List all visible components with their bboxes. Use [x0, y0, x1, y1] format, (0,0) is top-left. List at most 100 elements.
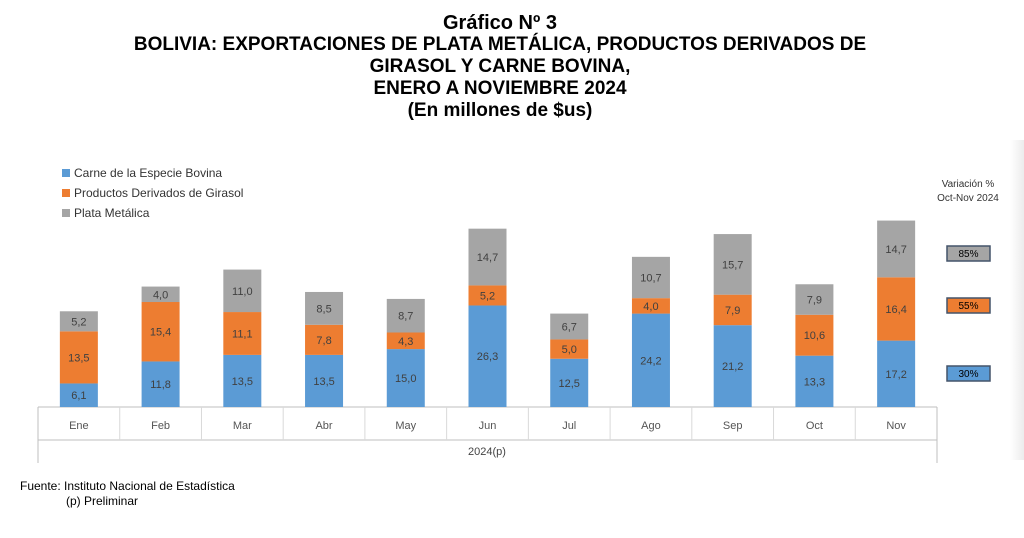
preliminary-note: (p) Preliminar	[66, 494, 139, 508]
variation-box	[946, 297, 991, 314]
variation-panel: Variación % Oct-Nov 2024 85% 55% 30%	[937, 179, 999, 382]
bar-segment	[386, 332, 425, 350]
bar-segment	[59, 383, 98, 407]
chart-title-block: Gráfico Nº 3 BOLIVIA: EXPORTACIONES DE P…	[0, 12, 1000, 122]
bar-segment	[59, 331, 98, 384]
data-label: 13,5	[232, 376, 253, 388]
bar-segment	[141, 286, 180, 303]
x-axis-title: 2024(p)	[468, 446, 506, 458]
variation-box	[946, 245, 991, 262]
variation-value: 30%	[958, 369, 978, 380]
legend-label: Productos Derivados de Girasol	[74, 186, 244, 200]
bar-segment	[713, 234, 752, 295]
bar-segment	[713, 325, 752, 407]
variation-title: Variación %	[942, 179, 995, 190]
data-label: 13,5	[313, 376, 334, 388]
bar-segment	[141, 302, 180, 362]
legend-item-plata: Plata Metálica	[62, 203, 243, 223]
bar-segment	[468, 305, 507, 407]
chart-title-line: GIRASOL Y CARNE BOVINA,	[369, 56, 631, 77]
data-label: 6,1	[71, 390, 86, 402]
x-tick-label: Feb	[151, 420, 170, 432]
data-label: 24,2	[640, 355, 661, 367]
variation-box	[946, 365, 991, 382]
variation-value: 55%	[958, 301, 978, 312]
variation-subtitle: Oct-Nov 2024	[937, 193, 999, 204]
x-tick-label: Oct	[806, 420, 823, 432]
bar-segment	[223, 269, 262, 313]
legend-item-girasol: Productos Derivados de Girasol	[62, 183, 243, 203]
chart-title-line: BOLIVIA: EXPORTACIONES DE PLATA METÁLICA…	[133, 34, 867, 55]
data-label: 4,3	[398, 336, 413, 348]
data-label: 11,1	[232, 328, 253, 340]
bar-segment	[223, 312, 262, 355]
source-line: Fuente: Instituto Nacional de Estadístic…	[20, 479, 235, 493]
bar-segment	[386, 298, 425, 333]
bar-segment	[468, 285, 507, 306]
bars-group: 6,1 13,5 5,2 11,8 15,4 4,0 13,5 11,1 11,0 13,5 7,8…	[59, 220, 916, 407]
bar-segment	[877, 340, 916, 407]
chart-title-line: ENERO A NOVIEMBRE 2024	[373, 78, 627, 99]
legend-label: Plata Metálica	[74, 206, 150, 220]
data-label: 4,0	[153, 289, 168, 301]
decorative-edge	[1010, 140, 1024, 460]
bar-segment	[795, 355, 834, 407]
data-label: 5,2	[480, 290, 495, 302]
chart-title-units: (En millones de $us)	[407, 100, 593, 121]
x-tick-label: Sep	[723, 420, 743, 432]
x-tick-label: Mar	[233, 420, 252, 432]
x-tick-label: Ago	[641, 420, 661, 432]
data-label: 7,9	[725, 305, 740, 317]
data-label: 16,4	[885, 304, 906, 316]
data-label: 15,0	[395, 373, 416, 385]
bar-segment	[59, 311, 98, 332]
bar-segment	[877, 277, 916, 341]
chart-title-number: Gráfico Nº 3	[442, 12, 557, 34]
data-label: 7,9	[807, 294, 822, 306]
data-label: 13,5	[68, 352, 89, 364]
data-label: 6,7	[562, 322, 577, 334]
chart-legend: Carne de la Especie Bovina Productos Der…	[62, 163, 243, 223]
data-label: 15,7	[722, 259, 743, 271]
bar-segment	[305, 324, 344, 355]
x-axis-labels: Ene Feb Mar Abr May Jun Jul Ago Sep Oct Nov	[69, 420, 906, 432]
bar-segment	[550, 339, 589, 359]
legend-label: Carne de la Especie Bovina	[74, 166, 223, 180]
data-label: 11,8	[150, 379, 171, 391]
bar-segment	[631, 298, 670, 314]
data-label: 21,2	[722, 361, 743, 373]
bar-segment	[550, 358, 589, 407]
bar-segment	[877, 220, 916, 278]
data-label: 12,5	[559, 378, 580, 390]
bar-segment	[631, 313, 670, 407]
data-label: 14,7	[885, 244, 906, 256]
bar-segment	[550, 313, 589, 340]
bar-segment	[141, 361, 180, 407]
data-label: 5,2	[71, 316, 86, 328]
data-label: 10,6	[804, 330, 825, 342]
x-tick-label: Jun	[479, 420, 497, 432]
legend-swatch	[62, 169, 70, 177]
x-tick-label: Abr	[315, 420, 332, 432]
data-label: 10,7	[640, 272, 661, 284]
x-tick-label: May	[395, 420, 416, 432]
data-label: 8,5	[316, 303, 331, 315]
data-label: 14,7	[477, 252, 498, 264]
data-label: 26,3	[477, 351, 498, 363]
bar-segment	[305, 291, 344, 325]
legend-item-bovina: Carne de la Especie Bovina	[62, 163, 243, 183]
bar-segment	[223, 354, 262, 407]
data-label: 4,0	[643, 301, 658, 313]
bar-segment	[795, 314, 834, 356]
bar-segment	[305, 354, 344, 407]
x-tick-label: Nov	[886, 420, 906, 432]
bar-segment	[713, 294, 752, 326]
bar-segment	[631, 256, 670, 299]
data-label: 5,0	[562, 344, 577, 356]
data-label: 13,3	[804, 376, 825, 388]
data-label: 17,2	[885, 369, 906, 381]
bar-segment	[468, 228, 507, 286]
bar-segment	[386, 349, 425, 407]
x-tick-label: Jul	[562, 420, 576, 432]
